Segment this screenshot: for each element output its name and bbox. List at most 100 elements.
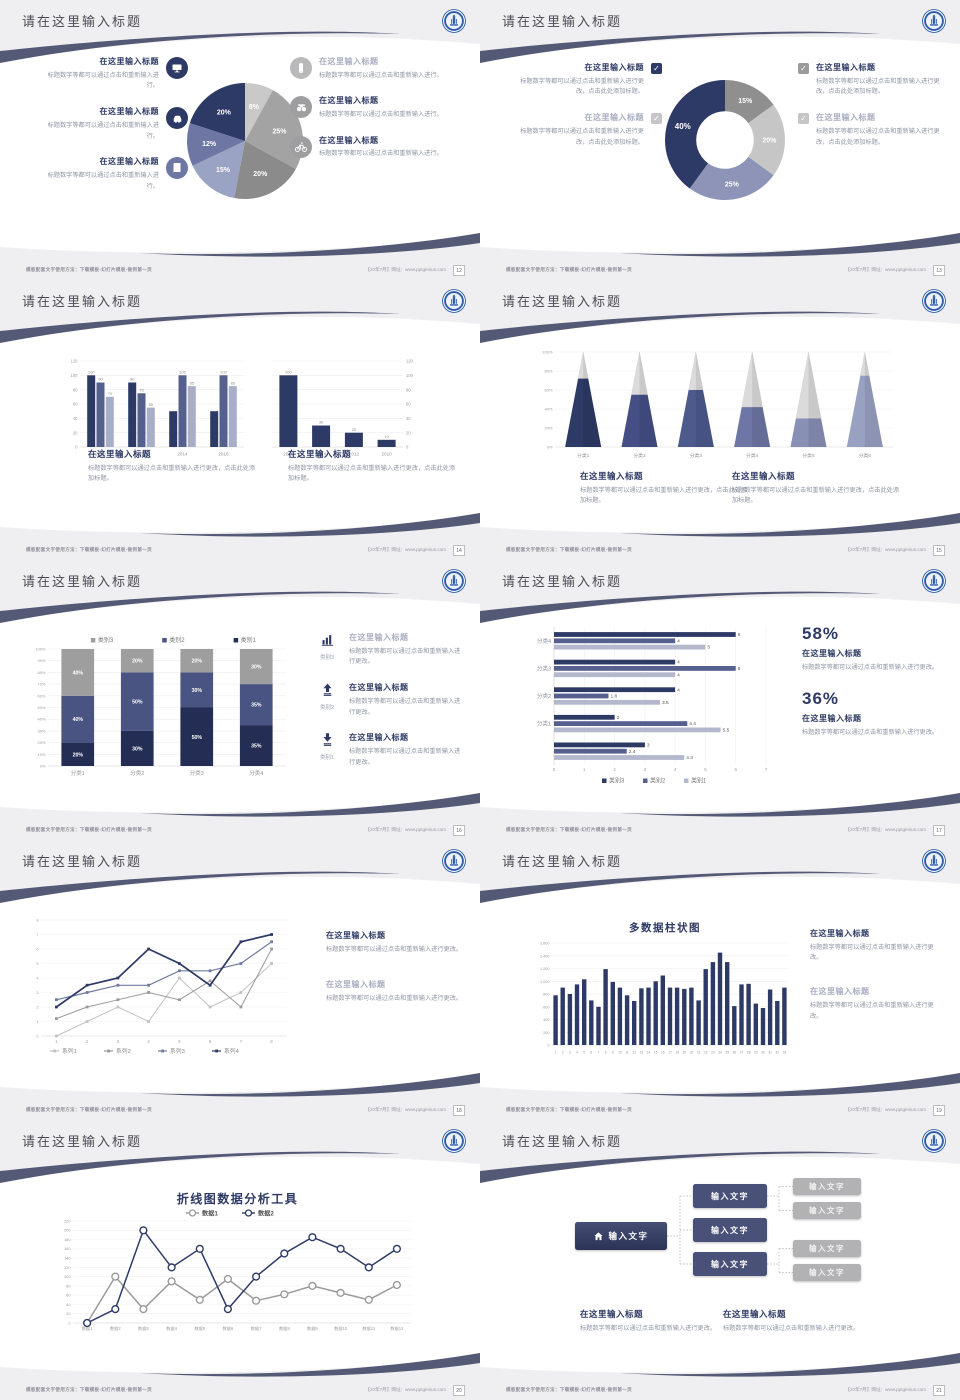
arrow-down-icon <box>320 732 335 747</box>
svg-text:1.8: 1.8 <box>611 694 618 700</box>
slide-thumbnail-18[interactable]: 请在这里输入标题 模板配套文字使用方法：下载模板-幻灯片模板-做到第一页 【20… <box>0 840 480 1120</box>
slide-thumbnail-15[interactable]: 请在这里输入标题 模板配套文字使用方法：下载模板-幻灯片模板-做到第一页 【20… <box>480 280 960 560</box>
svg-text:40%: 40% <box>37 717 45 722</box>
callout-body: 标题数字等都可以通过点击和重新输入进行更改，点击此处添加标题。 <box>520 77 644 96</box>
svg-text:7: 7 <box>36 932 38 937</box>
slide-thumbnail-16[interactable]: 请在这里输入标题 模板配套文字使用方法：下载模板-幻灯片模板-做到第一页 【20… <box>0 560 480 840</box>
multi-column-chart: 0 200 400 600 800 1,000 1,200 1,400 1,600 1 2 3 4 5 6 7… <box>536 934 790 1056</box>
svg-text:5: 5 <box>36 961 38 966</box>
svg-text:20%: 20% <box>192 659 203 665</box>
callout-body: 标题数字等都可以通过点击和重新输入进行。 <box>319 71 443 79</box>
stat-title: 在这里输入标题 <box>802 714 862 724</box>
footer-left-text: 模板配套文字使用方法：下载模板-幻灯片模板-做到第一页 <box>506 547 633 552</box>
text-block: 在这里输入标题 标题数字等都可以通过点击和重新输入进行更改，点击此处添加标题。 <box>288 448 456 485</box>
svg-text:分类3: 分类3 <box>537 664 551 672</box>
footer-left-text: 模板配套文字使用方法：下载模板-幻灯片模板-做到第一页 <box>506 827 633 832</box>
text-block: 在这里输入标题 标题数字等都可以通过点击和重新输入进行更改。 <box>580 1308 740 1334</box>
footer-right-text: 【20年7月】网址：www.pptgenius.com <box>845 1387 926 1392</box>
svg-text:1: 1 <box>583 767 586 772</box>
slide-title: 请在这里输入标题 <box>502 14 623 29</box>
legend-item-block: 类别2 在这里输入标题 标题数字等都可以通过点击和重新输入进行更改。 <box>312 682 464 718</box>
bar-chart-icon <box>320 632 335 647</box>
slide-title: 请在这里输入标题 <box>22 854 143 869</box>
svg-text:数据11: 数据11 <box>362 1325 375 1332</box>
flow-leaf-node: 输入文字 <box>793 1264 861 1281</box>
university-logo-icon <box>921 848 947 874</box>
slide-thumbnail-12[interactable]: 请在这里输入标题 模板配套文字使用方法：下载模板-幻灯片模板-做到第一页 【20… <box>0 0 480 280</box>
footer-right-text: 【20年7月】网址：www.pptgenius.com <box>845 267 926 272</box>
svg-text:1: 1 <box>555 1051 557 1055</box>
university-logo-icon <box>441 1128 467 1154</box>
svg-text:100: 100 <box>220 370 227 375</box>
svg-text:24: 24 <box>718 1051 722 1055</box>
slide-thumbnail-13[interactable]: 请在这里输入标题 模板配套文字使用方法：下载模板-幻灯片模板-做到第一页 【20… <box>480 0 960 280</box>
slide-thumbnail-20[interactable]: 请在这里输入标题 模板配套文字使用方法：下载模板-幻灯片模板-做到第一页 【20… <box>0 1120 480 1400</box>
flow-node-label: 输入文字 <box>608 1231 649 1241</box>
svg-text:4: 4 <box>677 638 680 644</box>
svg-text:20%: 20% <box>37 740 45 745</box>
block-body: 标题数字等都可以通过点击和重新输入进行更改，点击此处添加标题。 <box>732 486 900 505</box>
slide-swoosh-decor <box>0 1120 480 1400</box>
arrow-up-icon <box>320 682 335 697</box>
svg-text:数据5: 数据5 <box>194 1325 205 1332</box>
stat-body: 标题数字等都可以通过点击和重新输入进行更改。 <box>802 663 939 671</box>
svg-text:分类6: 分类6 <box>859 452 872 459</box>
checkbox-icon: ✓ <box>798 113 809 125</box>
svg-text:23: 23 <box>711 1051 715 1055</box>
svg-text:10: 10 <box>618 1051 622 1055</box>
svg-text:类别1: 类别1 <box>691 777 707 785</box>
footer-left-text: 模板配套文字使用方法：下载模板-幻灯片模板-做到第一页 <box>506 1387 633 1392</box>
page-number: 12 <box>453 264 465 276</box>
svg-text:10%: 10% <box>37 752 45 757</box>
footer-left-text: 模板配套文字使用方法：下载模板-幻灯片模板-做到第一页 <box>506 1107 633 1112</box>
svg-text:14: 14 <box>647 1051 651 1055</box>
svg-text:分类1: 分类1 <box>71 769 85 777</box>
block-body: 标题数字等都可以通过点击和重新输入进行更改，点击此处添加标题。 <box>580 486 748 505</box>
callout-body: 标题数字等都可以通过点击和重新输入进行更改，点击此处添加标题。 <box>816 127 940 146</box>
svg-text:0: 0 <box>547 1044 549 1048</box>
callout-item: 在这里输入标题 标题数字等都可以通过点击和重新输入进行更改，点击此处添加标题。 ✓ <box>510 112 662 148</box>
svg-text:28: 28 <box>747 1051 751 1055</box>
svg-text:分类4: 分类4 <box>746 452 759 459</box>
slide-thumbnail-21[interactable]: 请在这里输入标题 模板配套文字使用方法：下载模板-幻灯片模板-做到第一页 【20… <box>480 1120 960 1400</box>
svg-text:4.3: 4.3 <box>686 755 693 761</box>
svg-text:类别3: 类别3 <box>98 636 114 644</box>
svg-text:3: 3 <box>647 743 650 749</box>
svg-text:分类3: 分类3 <box>190 769 204 777</box>
slide-thumbnail-14[interactable]: 请在这里输入标题 模板配套文字使用方法：下载模板-幻灯片模板-做到第一页 【20… <box>0 280 480 560</box>
category-label: 类别3 <box>319 655 335 661</box>
svg-text:90%: 90% <box>37 658 45 663</box>
text-block: 在这里输入标题 标题数字等都可以通过点击和重新输入进行更改。 <box>326 979 466 1004</box>
block-body: 标题数字等都可以通过点击和重新输入进行更改。 <box>326 994 463 1002</box>
svg-text:80%: 80% <box>544 369 552 374</box>
donut-chart: 15% 20% 25% 40% <box>664 76 786 204</box>
svg-text:6: 6 <box>734 767 737 772</box>
svg-text:4: 4 <box>36 975 39 980</box>
svg-text:22: 22 <box>704 1051 708 1055</box>
svg-text:分类2: 分类2 <box>130 769 144 777</box>
svg-text:8: 8 <box>605 1051 607 1055</box>
svg-text:5: 5 <box>704 767 707 772</box>
svg-text:15%: 15% <box>216 167 231 174</box>
pie-chart: 8% 25% 20% 15% 12% 20% <box>186 80 304 202</box>
slide-title: 请在这里输入标题 <box>502 574 623 589</box>
svg-text:120: 120 <box>64 1265 71 1270</box>
slide-thumbnail-17[interactable]: 请在这里输入标题 模板配套文字使用方法：下载模板-幻灯片模板-做到第一页 【20… <box>480 560 960 840</box>
slide-thumbnail-19[interactable]: 请在这里输入标题 模板配套文字使用方法：下载模板-幻灯片模板-做到第一页 【20… <box>480 840 960 1120</box>
stat-body: 标题数字等都可以通过点击和重新输入进行更改。 <box>802 728 939 736</box>
svg-text:40%: 40% <box>73 717 84 723</box>
svg-text:26: 26 <box>733 1051 737 1055</box>
phone-icon <box>290 57 312 79</box>
chart-title: 多数据柱状图 <box>629 922 701 934</box>
svg-text:数据9: 数据9 <box>307 1325 318 1332</box>
svg-text:60%: 60% <box>37 693 45 698</box>
svg-text:1,400: 1,400 <box>540 954 550 958</box>
svg-text:25%: 25% <box>272 129 287 136</box>
svg-text:数据7: 数据7 <box>251 1325 262 1332</box>
svg-text:70%: 70% <box>37 682 45 687</box>
block-body: 标题数字等都可以通过点击和重新输入进行更改。 <box>723 1324 860 1332</box>
svg-text:5: 5 <box>583 1051 585 1055</box>
pyramid-chart: 0% 20% 40% 60% 80% 100% 分类1 分类2 分类3 分类4 分类5 分类6 <box>535 344 901 460</box>
svg-text:1,600: 1,600 <box>540 942 550 946</box>
svg-text:2016: 2016 <box>218 452 229 457</box>
